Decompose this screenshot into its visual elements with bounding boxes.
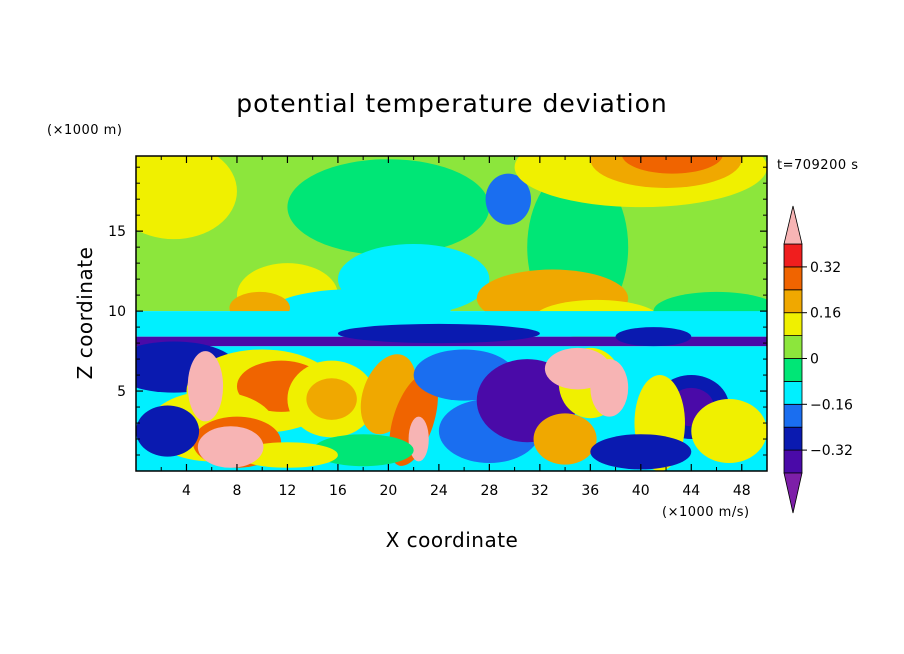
x-tick-label: 32 [531, 483, 549, 499]
y-axis-label: Z coordinate [73, 247, 97, 380]
colorbar-segment [783, 312, 803, 337]
colorbar-lower-extension [783, 472, 803, 514]
contour-blob [590, 359, 629, 417]
contour-blob [306, 378, 357, 420]
y-tick-label: 5 [117, 384, 126, 400]
plot-frame [135, 155, 768, 472]
x-tick-label: 36 [581, 483, 599, 499]
colorbar-segment [783, 266, 803, 291]
colorbar-segment [783, 426, 803, 451]
contour-blob [287, 159, 490, 256]
x-tick-label: 48 [733, 483, 751, 499]
x-axis-units: (×1000 m/s) [662, 505, 750, 520]
y-tick-label: 15 [108, 224, 126, 240]
x-tick-label: 16 [329, 483, 347, 499]
contour-blob [312, 434, 414, 467]
colorbar-upper-extension [783, 205, 803, 245]
x-tick-label: 12 [279, 483, 297, 499]
colorbar-tick-label: −0.32 [810, 443, 853, 459]
colorbar: 0.32 0.16 0 −0.16 −0.32 [783, 205, 853, 514]
colorbar-segment [783, 403, 803, 428]
x-tick-label: 20 [379, 483, 397, 499]
x-tick-label: 8 [232, 483, 241, 499]
y-axis-ticks: 5 10 15 [108, 166, 767, 456]
x-tick-label: 44 [682, 483, 700, 499]
colorbar-tick-label: 0 [810, 352, 819, 368]
contour-blob [615, 327, 692, 347]
colorbar-segment [783, 358, 803, 382]
x-tick-label: 40 [632, 483, 650, 499]
x-tick-label: 28 [480, 483, 498, 499]
contour-blob [136, 405, 200, 457]
colorbar-segment [783, 335, 803, 359]
colorbar-tick-label: 0.16 [810, 306, 841, 322]
contour-blob [136, 156, 237, 240]
contour-blob [590, 434, 692, 470]
x-axis-label: X coordinate [386, 528, 519, 552]
colorbar-segment [783, 449, 803, 474]
contour-blob [533, 413, 597, 465]
contour-blob [337, 323, 540, 344]
x-tick-label: 4 [182, 483, 191, 499]
contour-blob [485, 173, 532, 225]
contour-field [136, 156, 767, 471]
x-tick-label: 24 [430, 483, 448, 499]
y-axis-units: (×1000 m) [47, 123, 122, 138]
time-label: t=709200 s [777, 158, 859, 173]
y-tick-label: 10 [108, 304, 126, 320]
contour-blob [622, 156, 723, 174]
chart-title: potential temperature deviation [236, 89, 667, 118]
contour-blob [691, 399, 767, 464]
contour-blob [187, 351, 224, 422]
x-axis-ticks: 4 8 12 16 20 24 28 32 36 40 44 48 [160, 156, 751, 499]
colorbar-segment [783, 289, 803, 314]
colorbar-tick-label: −0.16 [810, 397, 853, 413]
colorbar-segment [783, 243, 803, 268]
contour-blob [197, 426, 264, 468]
colorbar-tick-label: 0.32 [810, 260, 841, 276]
colorbar-segment [783, 380, 803, 405]
